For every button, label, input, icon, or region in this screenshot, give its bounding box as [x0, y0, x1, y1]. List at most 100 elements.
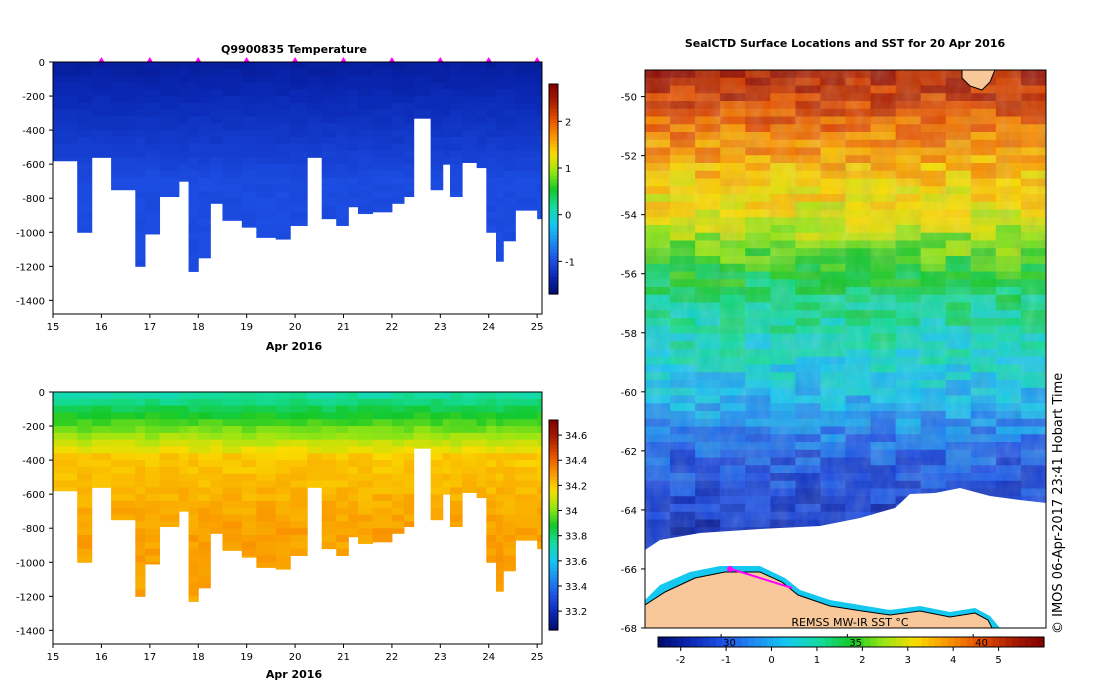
colorbar-segment	[549, 462, 558, 467]
y-tick-label: -800	[22, 194, 45, 205]
profile-cell	[358, 123, 374, 131]
profile-cell	[275, 143, 291, 152]
profile-cell	[307, 89, 323, 97]
profile-cell	[348, 68, 359, 77]
profile-cell	[537, 473, 542, 482]
profile-cell	[391, 157, 405, 165]
profile-cell	[358, 412, 374, 420]
profile-cell	[198, 507, 211, 516]
colorbar-segment	[549, 472, 558, 477]
profile-cell	[91, 89, 112, 97]
profile-cell	[241, 143, 257, 152]
profile-cell	[275, 177, 291, 186]
profile-cell	[307, 460, 323, 468]
profile-cell	[188, 177, 199, 186]
profile-cell	[178, 82, 190, 90]
profile-cell	[77, 521, 93, 529]
profile-cell	[450, 191, 463, 198]
profile-cell	[222, 446, 243, 454]
profile-cell	[358, 164, 374, 172]
profile-cell	[178, 460, 190, 468]
profile-cell	[53, 480, 78, 488]
profile-cell	[486, 225, 497, 233]
profile-cell	[135, 150, 146, 158]
profile-cell	[222, 507, 243, 516]
profile-cell	[496, 426, 504, 434]
profile-cell	[144, 170, 161, 179]
profile-cell	[430, 62, 444, 70]
profile-cell	[515, 473, 538, 482]
profile-cell	[53, 150, 78, 158]
profile-cell	[372, 177, 393, 186]
profile-cell	[348, 143, 359, 152]
profile-cell	[476, 150, 487, 158]
profile-cell	[135, 96, 146, 104]
profile-cell	[210, 432, 223, 441]
profile-cell	[450, 109, 463, 117]
profile-cell	[321, 102, 337, 111]
profile-cell	[53, 446, 78, 454]
profile-cell	[496, 96, 504, 104]
profile-cell	[537, 130, 542, 138]
profile-cell	[222, 198, 243, 206]
profile-cell	[290, 466, 308, 475]
colorbar-segment	[1024, 637, 1032, 647]
profile-cell	[486, 453, 497, 461]
profile-cell	[135, 225, 146, 233]
profile-cell	[348, 205, 359, 208]
colorbar-segment	[760, 637, 768, 647]
profile-cell	[537, 432, 542, 441]
profile-cell	[290, 157, 308, 165]
colorbar-segment	[851, 637, 859, 647]
profile-cell	[275, 157, 291, 165]
profile-cell	[348, 177, 359, 186]
profile-cell	[336, 136, 349, 145]
colorbar-segment	[709, 637, 717, 647]
profile-cell	[476, 82, 487, 90]
profile-cell	[503, 412, 516, 420]
profile-cell	[144, 562, 161, 565]
profile-cell	[135, 426, 146, 434]
profile-cell	[290, 446, 308, 454]
colorbar-segment	[876, 637, 884, 647]
x-tick-label: 15	[47, 652, 60, 663]
colorbar-segment	[549, 535, 558, 540]
profile-cell	[462, 480, 478, 488]
profile-cell	[404, 446, 415, 454]
colorbar-segment	[549, 455, 558, 460]
profile-cell	[476, 460, 487, 468]
profile-cell	[496, 528, 504, 536]
profile-cell	[188, 102, 199, 111]
profile-cell	[91, 453, 112, 461]
profile-cell	[91, 150, 112, 158]
profile-cell	[442, 405, 451, 413]
profile-cell	[144, 96, 161, 104]
profile-cell	[450, 446, 463, 454]
profile-cell	[430, 487, 444, 495]
profile-cell	[256, 225, 277, 233]
colorbar-segment	[549, 560, 558, 565]
profile-cell	[241, 466, 257, 475]
profile-cell	[135, 582, 146, 591]
colorbar-segment	[664, 637, 672, 647]
profile-cell	[210, 412, 223, 420]
colorbar-segment	[549, 290, 558, 295]
profile-cell	[178, 89, 190, 97]
profile-cell	[53, 412, 78, 420]
profile-cell	[348, 123, 359, 131]
colorbar-segment	[549, 448, 558, 453]
profile-cell	[413, 116, 432, 119]
colorbar-segment	[549, 595, 558, 600]
profile-cell	[91, 432, 112, 441]
profile-cell	[222, 164, 243, 172]
profile-cell	[188, 473, 199, 482]
profile-cell	[348, 535, 359, 538]
profile-cell	[430, 89, 444, 97]
profile-cell	[537, 164, 542, 172]
profile-cell	[372, 419, 393, 427]
profile-cell	[135, 164, 146, 172]
profile-cell	[135, 136, 146, 145]
profile-cell	[503, 500, 516, 509]
profile-cell	[188, 136, 199, 145]
profile-cell	[159, 157, 180, 165]
